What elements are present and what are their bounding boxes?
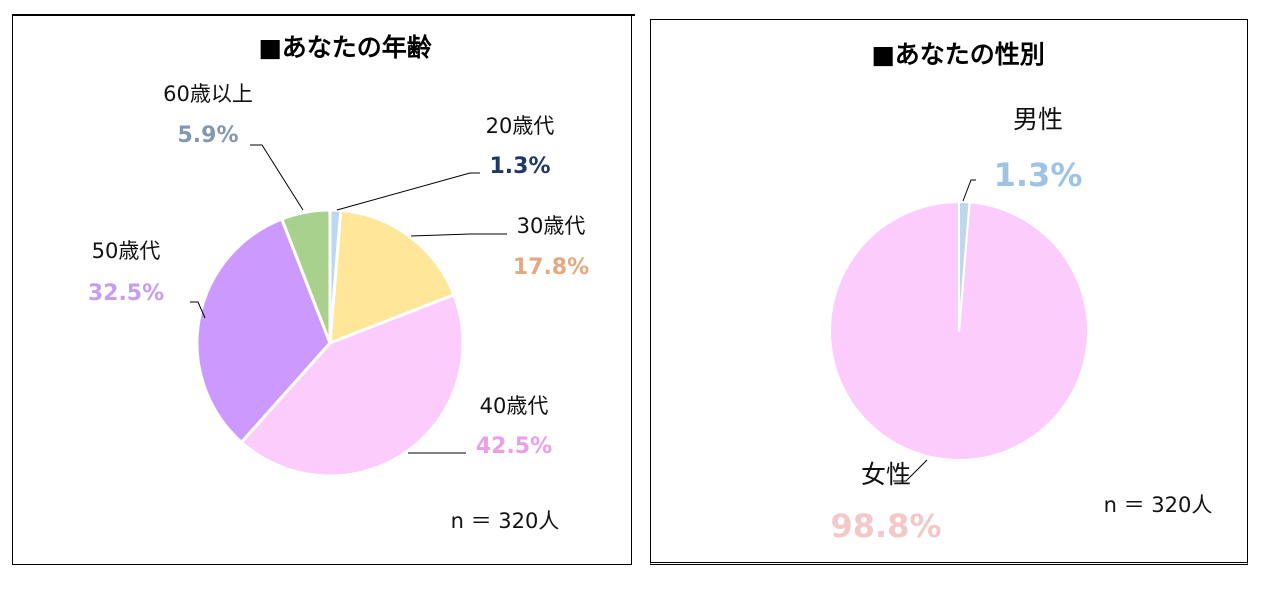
label-40s: 40歳代 xyxy=(480,394,549,418)
pct-50s: 32.5% xyxy=(88,281,164,306)
label-30s: 30歳代 xyxy=(517,214,586,238)
age-pie xyxy=(195,208,465,478)
label-50s: 50歳代 xyxy=(92,239,161,263)
age-chart-title: ■あなたの年齢 xyxy=(258,33,432,62)
label-female: 女性 xyxy=(861,460,911,489)
slice-40s xyxy=(239,293,465,478)
gender-sample-size: n ＝ 320人 xyxy=(1104,493,1213,517)
gender-pie-chart: ■あなたの性別 男性 1.3% 女性 98.8% n ＝ 320人 xyxy=(829,40,1213,545)
pct-20s: 1.3% xyxy=(489,154,550,179)
label-60plus: 60歳以上 xyxy=(163,82,253,106)
age-leader-lines xyxy=(190,144,507,454)
pct-30s: 17.8% xyxy=(513,255,589,280)
pct-60plus: 5.9% xyxy=(177,123,238,148)
gender-pie xyxy=(829,200,1089,461)
pct-male: 1.3% xyxy=(994,156,1083,194)
slice-30s xyxy=(328,208,456,345)
slice-60plus xyxy=(280,208,332,345)
pct-female: 98.8% xyxy=(830,507,941,545)
slice-50s xyxy=(195,217,332,444)
gender-chart-title: ■あなたの性別 xyxy=(871,40,1045,69)
label-20s: 20歳代 xyxy=(486,114,555,138)
age-pie-chart: ■あなたの年齢 20歳代 1.3% 30歳代 17.8% 40歳代 42.5% … xyxy=(88,33,589,533)
label-male: 男性 xyxy=(1013,105,1063,134)
top-rule xyxy=(12,14,635,16)
gender-leader-lines xyxy=(893,179,976,482)
age-sample-size: n ＝ 320人 xyxy=(451,509,560,533)
pct-40s: 42.5% xyxy=(476,434,552,459)
slice-male xyxy=(958,200,971,332)
